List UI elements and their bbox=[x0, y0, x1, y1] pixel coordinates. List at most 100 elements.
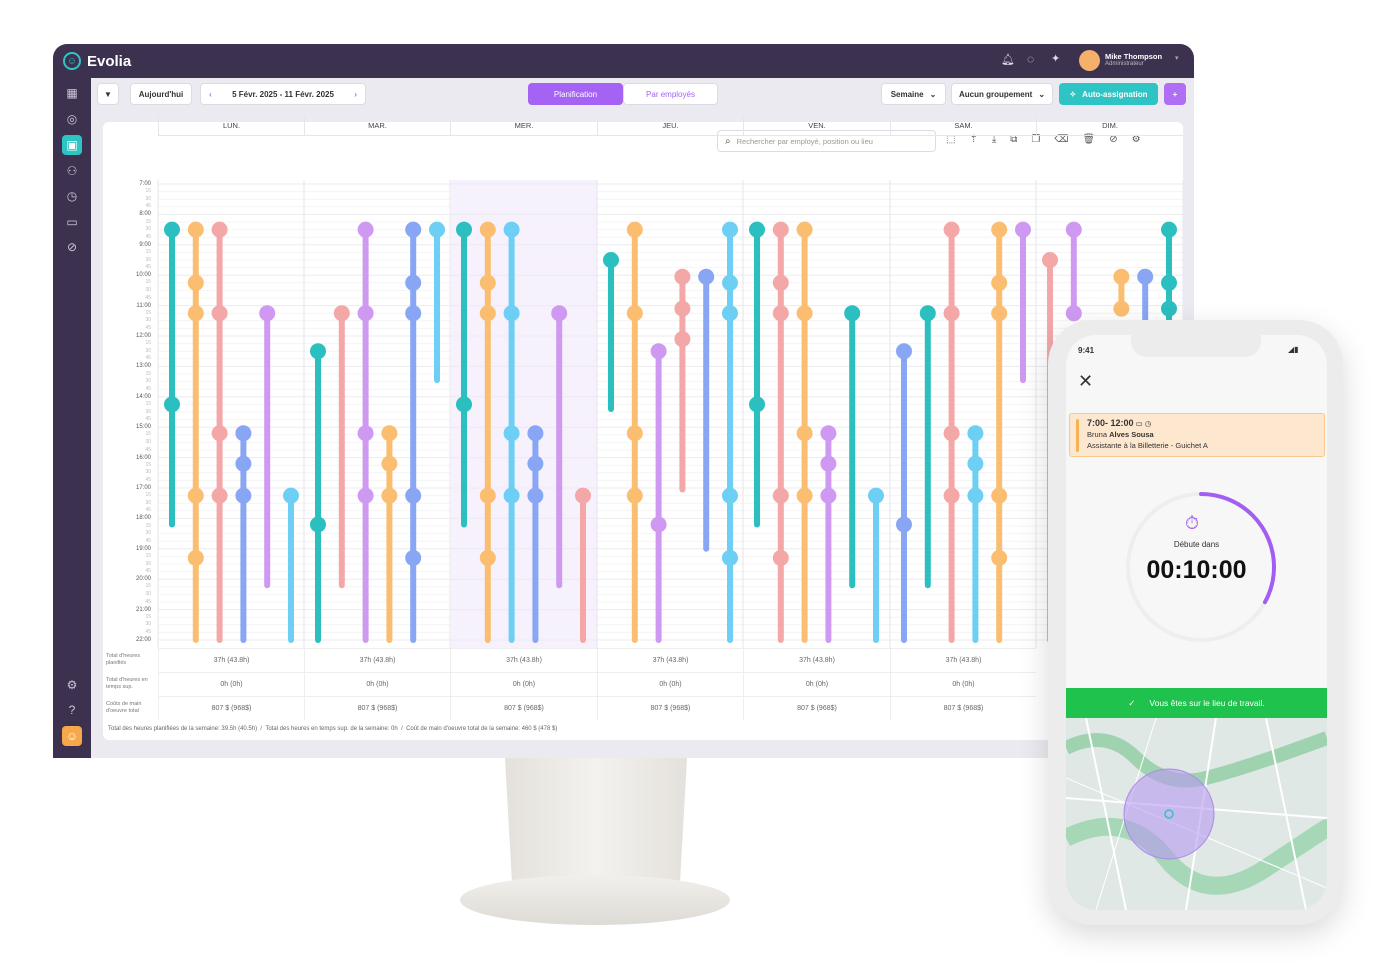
settings-icon[interactable]: ⚙ bbox=[1131, 134, 1141, 145]
help-icon[interactable]: ? bbox=[68, 703, 76, 717]
chat-icon[interactable]: ◌ bbox=[1027, 52, 1035, 66]
shift-marker[interactable] bbox=[429, 221, 445, 238]
shift-card[interactable]: 7:00- 12:00 ▭ ◷ Bruna Alves Sousa Assist… bbox=[1069, 413, 1325, 457]
map[interactable] bbox=[1066, 718, 1327, 910]
shift-marker[interactable] bbox=[164, 396, 180, 413]
shift-marker[interactable] bbox=[967, 425, 984, 442]
shift-marker[interactable] bbox=[772, 274, 789, 291]
shift-marker[interactable] bbox=[527, 487, 544, 504]
shift-marker[interactable] bbox=[503, 425, 520, 442]
shift-marker[interactable] bbox=[1113, 268, 1130, 285]
trash-icon[interactable]: 🗑︎ bbox=[1082, 134, 1096, 145]
prev-week-icon[interactable]: ‹ bbox=[209, 89, 212, 99]
avatar[interactable] bbox=[1079, 50, 1100, 71]
shift-marker[interactable] bbox=[405, 487, 422, 504]
select-icon[interactable]: ⬚ bbox=[946, 134, 956, 145]
shift-marker[interactable] bbox=[310, 343, 326, 360]
shift-marker[interactable] bbox=[527, 425, 544, 442]
shift-marker[interactable] bbox=[381, 425, 398, 442]
party-icon[interactable]: ✦ bbox=[1051, 53, 1061, 65]
search-input[interactable]: ⌕ Rechercher par employé, position ou li… bbox=[717, 130, 936, 152]
shift-marker[interactable] bbox=[357, 487, 374, 504]
shift-marker[interactable] bbox=[259, 305, 276, 322]
settings-icon[interactable]: ⚙ bbox=[66, 678, 78, 692]
shift-marker[interactable] bbox=[796, 221, 813, 238]
shift-marker[interactable] bbox=[479, 487, 496, 504]
shift-marker[interactable] bbox=[772, 487, 789, 504]
shift-marker[interactable] bbox=[796, 305, 813, 322]
shift-marker[interactable] bbox=[650, 516, 667, 533]
shift-marker[interactable] bbox=[357, 221, 374, 238]
shift-marker[interactable] bbox=[820, 487, 837, 504]
add-button[interactable]: + bbox=[1164, 83, 1186, 105]
today-button[interactable]: Aujourd'hui bbox=[130, 83, 192, 105]
shift-marker[interactable] bbox=[1137, 268, 1154, 285]
shift-marker[interactable] bbox=[357, 305, 374, 322]
badge-icon[interactable]: ◎ bbox=[66, 112, 78, 126]
dollar-icon[interactable]: ⊘ bbox=[66, 240, 78, 254]
shift-marker[interactable] bbox=[211, 305, 228, 322]
shift-marker[interactable] bbox=[796, 487, 813, 504]
shift-marker[interactable] bbox=[991, 305, 1008, 322]
shift-marker[interactable] bbox=[1161, 300, 1177, 317]
shift-marker[interactable] bbox=[967, 487, 984, 504]
close-icon[interactable]: ✕ bbox=[1078, 371, 1094, 391]
shift-marker[interactable] bbox=[310, 516, 326, 533]
shift-marker[interactable] bbox=[674, 268, 691, 285]
shift-marker[interactable] bbox=[967, 455, 984, 472]
shift-marker[interactable] bbox=[456, 396, 472, 413]
copy-week-icon[interactable]: ⧉ bbox=[1010, 134, 1018, 145]
shift-marker[interactable] bbox=[479, 221, 496, 238]
shift-marker[interactable] bbox=[991, 487, 1008, 504]
user-menu[interactable]: Mike Thompson Administrateur bbox=[1105, 52, 1162, 67]
shift-marker[interactable] bbox=[796, 425, 813, 442]
shift-marker[interactable] bbox=[722, 221, 738, 238]
eraser-icon[interactable]: ⌫ bbox=[1054, 134, 1069, 145]
shift-marker[interactable] bbox=[820, 425, 837, 442]
auto-assign-button[interactable]: ✧ Auto-assignation bbox=[1059, 83, 1158, 105]
shift-marker[interactable] bbox=[626, 425, 643, 442]
shift-marker[interactable] bbox=[235, 455, 252, 472]
shift-marker[interactable] bbox=[164, 221, 180, 238]
block-icon[interactable]: ⊘ bbox=[1109, 134, 1118, 145]
publish-icon[interactable]: ⇡ bbox=[969, 134, 978, 145]
duplicate-icon[interactable]: ❐ bbox=[1031, 134, 1041, 145]
shift-marker[interactable] bbox=[991, 549, 1008, 566]
shift-marker[interactable] bbox=[772, 221, 789, 238]
shift-marker[interactable] bbox=[235, 425, 252, 442]
shift-marker[interactable] bbox=[722, 487, 738, 504]
shift-marker[interactable] bbox=[405, 221, 422, 238]
shift-marker[interactable] bbox=[722, 274, 738, 291]
timer-icon[interactable]: ◷ bbox=[66, 189, 78, 203]
chevron-down-icon[interactable]: ▾ bbox=[1175, 55, 1179, 62]
shift-marker[interactable] bbox=[187, 274, 204, 291]
app-logo[interactable]: ☺ Evolia bbox=[63, 52, 131, 70]
shift-marker[interactable] bbox=[527, 455, 544, 472]
dashboard-icon[interactable]: ▦ bbox=[66, 86, 78, 100]
shift-marker[interactable] bbox=[772, 305, 789, 322]
shift-marker[interactable] bbox=[1113, 300, 1130, 317]
shift-marker[interactable] bbox=[456, 221, 472, 238]
shift-marker[interactable] bbox=[698, 268, 715, 285]
shift-marker[interactable] bbox=[674, 300, 691, 317]
inbox-icon[interactable]: ▭ bbox=[66, 215, 78, 229]
shift-marker[interactable] bbox=[943, 221, 960, 238]
shift-marker[interactable] bbox=[722, 305, 738, 322]
shift-marker[interactable] bbox=[943, 487, 960, 504]
tab-planification[interactable]: Planification bbox=[528, 83, 623, 105]
shift-marker[interactable] bbox=[991, 274, 1008, 291]
shift-marker[interactable] bbox=[943, 305, 960, 322]
shift-marker[interactable] bbox=[187, 549, 204, 566]
shift-marker[interactable] bbox=[1065, 305, 1082, 322]
users-icon[interactable]: ⚇ bbox=[66, 164, 78, 178]
tab-par-employes[interactable]: Par employés bbox=[623, 83, 718, 105]
shift-marker[interactable] bbox=[772, 549, 789, 566]
shift-marker[interactable] bbox=[283, 487, 299, 504]
shift-marker[interactable] bbox=[943, 425, 960, 442]
shift-marker[interactable] bbox=[333, 305, 350, 322]
shift-marker[interactable] bbox=[1161, 221, 1177, 238]
shift-marker[interactable] bbox=[868, 487, 884, 504]
bell-icon[interactable]: 🔔︎ bbox=[1001, 54, 1015, 66]
next-week-icon[interactable]: › bbox=[354, 89, 357, 99]
shift-marker[interactable] bbox=[211, 425, 228, 442]
